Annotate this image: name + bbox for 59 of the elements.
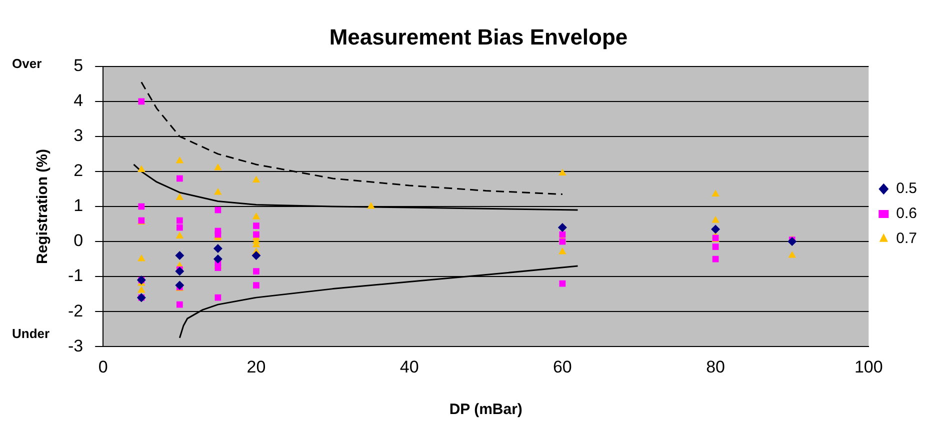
point	[788, 251, 796, 258]
point	[176, 301, 183, 308]
point	[214, 264, 222, 271]
point	[214, 188, 222, 195]
point	[558, 168, 566, 176]
x-axis-title: DP (mBar)	[449, 401, 522, 418]
text: Over	[12, 56, 42, 71]
x-tick-label: 60	[552, 357, 572, 376]
text: Under	[12, 326, 50, 342]
point	[138, 98, 145, 105]
point	[175, 266, 184, 276]
point	[711, 224, 720, 234]
point	[137, 286, 146, 293]
point	[175, 251, 184, 260]
point	[138, 203, 145, 210]
point	[176, 156, 184, 164]
point	[213, 254, 222, 264]
point	[788, 237, 797, 246]
y-tick-label: 2	[74, 161, 84, 180]
y-tick-label: 3	[74, 126, 84, 146]
x-tick-label: 40	[400, 357, 419, 376]
point	[137, 165, 146, 172]
point	[213, 244, 222, 254]
point	[367, 202, 375, 209]
point	[252, 212, 260, 220]
x-tick-label: 20	[246, 357, 266, 376]
point	[712, 244, 719, 250]
point	[253, 282, 260, 288]
point	[176, 193, 184, 200]
point	[137, 254, 146, 262]
point	[253, 222, 260, 229]
point	[252, 251, 261, 260]
point	[214, 163, 222, 170]
y-tick-label: -3	[68, 336, 84, 356]
x-tick-label: 0	[98, 357, 108, 376]
legend-label: 0.7	[896, 230, 918, 248]
point	[176, 217, 183, 224]
point	[252, 176, 260, 182]
point	[558, 223, 567, 232]
chart-title: Measurement Bias Envelope	[329, 24, 628, 50]
x-tick-label: 80	[706, 357, 725, 376]
point	[712, 190, 720, 196]
point	[176, 175, 183, 182]
y-tick-label: 0	[74, 231, 84, 250]
legend-label: 0.6	[896, 205, 918, 222]
y-tick-label: 1	[74, 196, 84, 216]
y-tick-label: 5	[74, 56, 84, 76]
point	[176, 232, 184, 239]
point	[175, 280, 184, 290]
legend-label: 0.5	[896, 180, 918, 198]
y-tick-label: -1	[68, 266, 84, 286]
y-tick-label: 4	[74, 91, 84, 110]
x-tick-label: 100	[854, 357, 883, 376]
y-axis-title: Registration (%)	[34, 148, 52, 264]
point	[712, 216, 720, 223]
point	[253, 268, 260, 274]
y-tick-label: -2	[68, 301, 84, 320]
point	[558, 248, 566, 254]
point	[176, 224, 183, 231]
